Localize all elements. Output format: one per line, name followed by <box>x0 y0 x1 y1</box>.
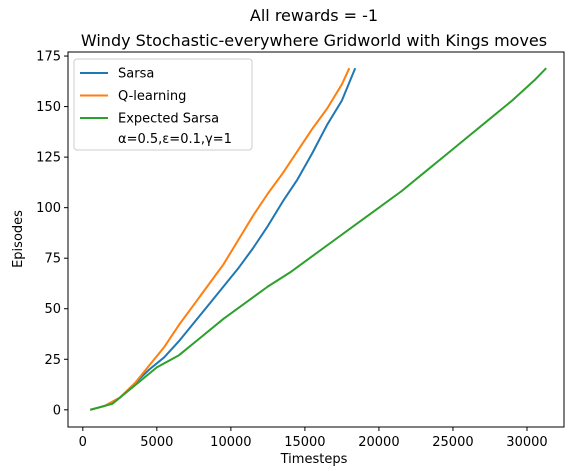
y-axis-label: Episodes <box>11 210 26 268</box>
legend-label-sarsa: Sarsa <box>118 67 154 82</box>
plot-area-frame <box>67 51 565 428</box>
y-tick-label: 125 <box>36 151 61 166</box>
x-tick-label: 0 <box>79 435 87 450</box>
legend-box <box>73 58 253 151</box>
x-axis: 0 5000 10000 15000 20000 25000 30000 <box>79 427 548 450</box>
plot-lines <box>89 67 547 411</box>
x-tick-label: 15000 <box>284 435 325 450</box>
y-tick-label: 0 <box>53 403 61 418</box>
y-tick-label: 150 <box>36 100 61 115</box>
series-line-expected-sarsa <box>89 67 547 411</box>
x-tick-label: 10000 <box>210 435 251 450</box>
chart-subtitle: Windy Stochastic-everywhere Gridworld wi… <box>81 31 547 50</box>
y-tick-label: 100 <box>36 201 61 216</box>
x-tick-label: 5000 <box>140 435 173 450</box>
x-tick-label: 30000 <box>506 435 547 450</box>
y-tick-label: 75 <box>44 252 61 267</box>
x-tick-label: 25000 <box>432 435 473 450</box>
legend-label-q-learning: Q-learning <box>118 89 186 104</box>
legend-entries: Sarsa Q-learning Expected Sarsa <box>80 67 219 127</box>
legend-label-expected-sarsa: Expected Sarsa <box>118 112 219 127</box>
series-line-q-learning <box>89 67 351 411</box>
y-axis: 0 25 50 75 100 125 150 175 <box>36 50 68 418</box>
x-axis-label: Timesteps <box>280 452 348 467</box>
y-tick-label: 175 <box>36 50 61 65</box>
x-tick-label: 20000 <box>358 435 399 450</box>
y-tick-label: 50 <box>44 302 61 317</box>
legend: Sarsa Q-learning Expected Sarsa α=0.5,ε=0.… <box>73 58 253 151</box>
chart-title: All rewards = -1 <box>250 6 378 25</box>
y-tick-label: 25 <box>44 353 61 368</box>
legend-note: α=0.5,ε=0.1,γ=1 <box>118 132 232 147</box>
